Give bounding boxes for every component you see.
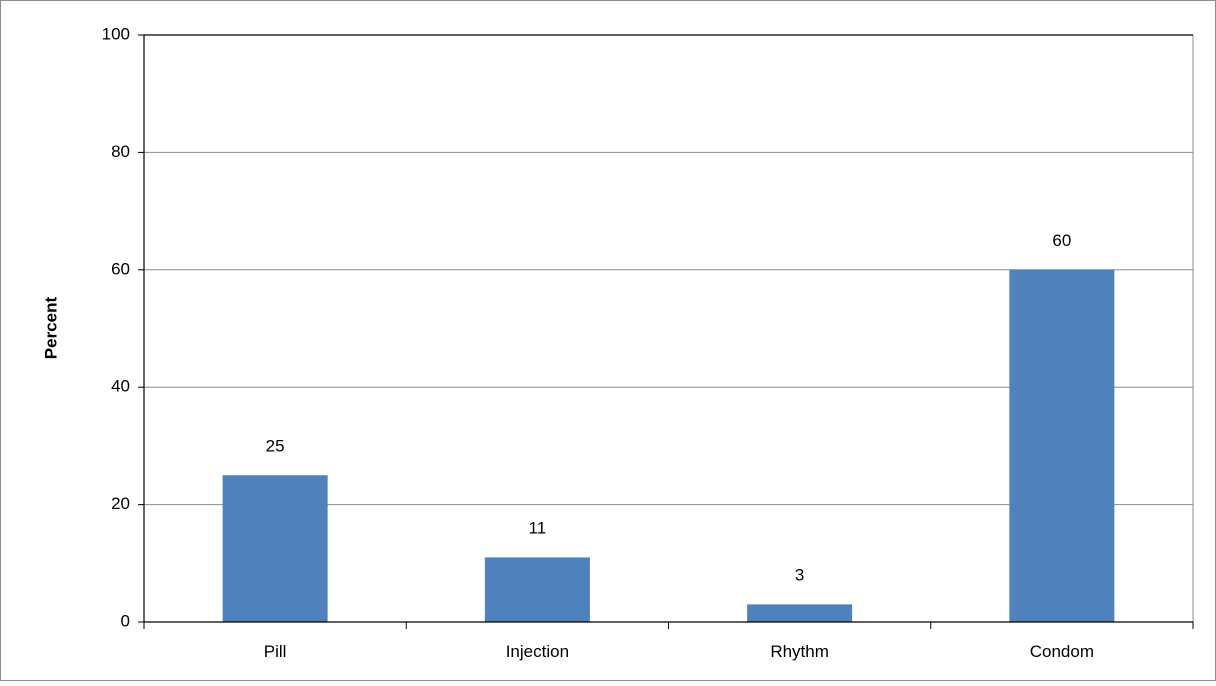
bar-rhythm xyxy=(747,604,853,622)
data-label: 11 xyxy=(529,518,547,537)
bar-injection xyxy=(484,557,590,622)
bars xyxy=(222,269,1115,622)
x-tick-label: Rhythm xyxy=(770,642,829,661)
x-tick-label: Pill xyxy=(264,642,287,661)
y-tick-label: 40 xyxy=(111,377,130,396)
bar-condom xyxy=(1009,269,1115,622)
y-tick-label: 100 xyxy=(102,24,130,43)
x-tick-label: Injection xyxy=(506,642,569,661)
y-axis-title: Percent xyxy=(41,296,60,359)
labels: 0 20 40 60 80 100 25 Pill 11 Injection 3 Rhythm 60 Co… xyxy=(102,24,1094,661)
y-tick-label: 0 xyxy=(121,611,130,630)
data-label: 25 xyxy=(266,436,285,455)
bar-pill xyxy=(222,475,328,622)
x-tick-label: Condom xyxy=(1030,642,1094,661)
y-tick-label: 60 xyxy=(111,259,130,278)
y-tick-label: 20 xyxy=(111,494,130,513)
data-label: 3 xyxy=(795,565,804,584)
y-tick-label: 80 xyxy=(111,142,130,161)
axes xyxy=(138,34,1194,629)
data-label: 60 xyxy=(1052,231,1071,250)
